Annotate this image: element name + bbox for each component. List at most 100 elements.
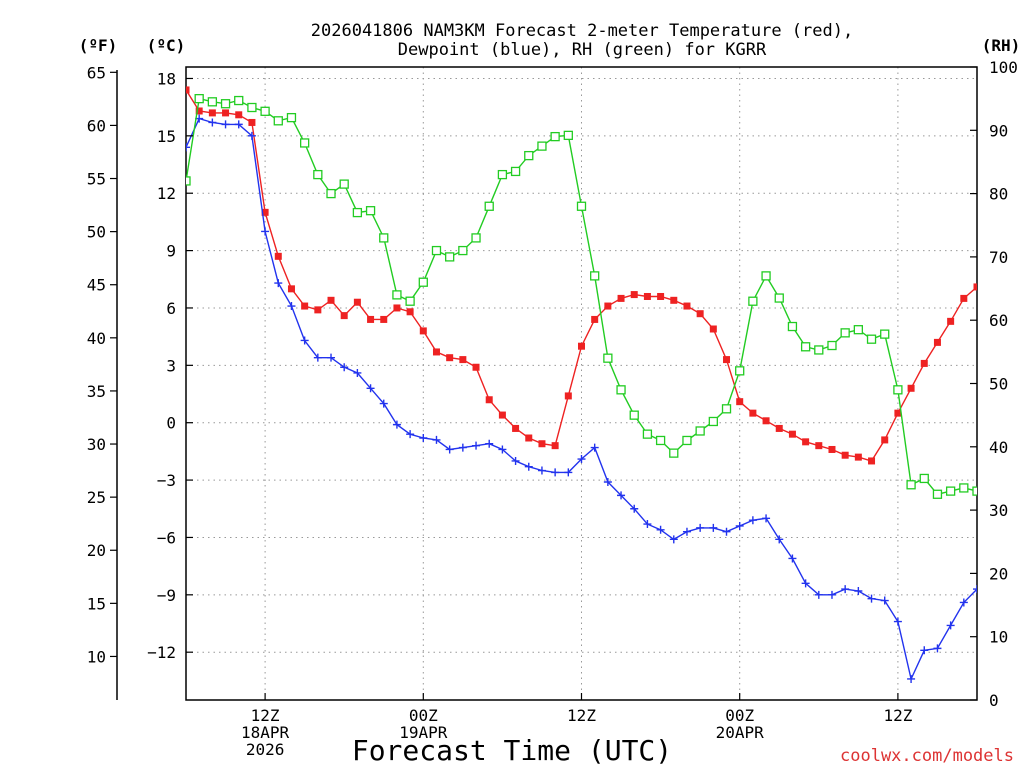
temperature-point [274,252,282,260]
dewpoint-point [577,455,586,464]
rh-point [234,95,244,106]
rh-tick-label: 20 [989,564,1008,583]
rh-point [365,206,376,216]
dewpoint-point [696,523,705,532]
dewpoint-point [313,353,322,362]
credit-label: coolwx.com/models [840,746,1014,766]
rh-point [761,271,771,281]
dewpoint-point [669,535,678,544]
rh-point [655,435,666,446]
dewpoint-point [617,491,626,500]
dewpoint-point [261,227,270,236]
rh-point [721,404,732,414]
dewpoint-point [841,585,850,594]
rh-point [774,293,784,303]
celsius-tick-label: 3 [166,356,176,375]
rh-point [695,426,705,436]
rh-point [576,201,587,211]
rh-tick-label: 90 [989,121,1008,140]
temperature-point [630,291,638,299]
temperature-point [762,417,770,425]
dewpoint-point [959,598,968,607]
temperature-point [498,411,506,419]
dewpoint-point [880,596,889,605]
rh-point [445,252,455,262]
celsius-tick-label: −6 [157,528,176,547]
rh-tick-label: 100 [989,58,1018,77]
rh-point [880,329,890,339]
dewpoint-point [973,585,977,594]
dewpoint-point [511,456,520,465]
temperature-point [538,440,546,448]
dewpoint-point [709,523,718,532]
dewpoint-point [920,646,929,655]
temperature-point [353,298,361,306]
rh-unit-label: (RH) [982,36,1021,55]
fahrenheit-tick-label: 40 [87,329,106,348]
temperature-point [512,424,520,432]
dewpoint-point [748,516,757,525]
temperature-point [736,398,744,406]
rh-point [945,486,956,496]
dewpoint-point [801,579,810,588]
temperature-point [261,208,269,216]
rh-point [220,99,231,109]
dewpoint-point [472,441,481,450]
rh-point [735,366,745,376]
temperature-point [459,356,467,364]
rh-point [906,480,916,490]
temperature-point [578,342,585,350]
temperature-point [907,384,915,392]
temperature-point [894,409,902,417]
rh-point [194,94,204,104]
rh-tick-label: 50 [989,375,1008,394]
dewpoint-point [551,468,560,477]
dewpoint-point [392,420,401,429]
temperature-point [854,453,862,461]
x-tick-label: 00Z [409,706,438,725]
rh-point [379,233,389,243]
temperature-point [235,111,243,119]
dewpoint-point [933,644,942,653]
rh-point [186,176,191,186]
x-axis-title: Forecast Time (UTC) [352,734,672,767]
rh-point [682,435,692,446]
dewpoint-point [234,120,243,129]
rh-point [959,483,969,493]
temperature-point [314,306,322,314]
dewpoint-point [867,594,876,603]
temperature-point [828,445,836,453]
temperature-point [564,392,572,400]
rh-point [299,138,310,148]
fahrenheit-tick-label: 30 [87,435,106,454]
rh-point [616,385,626,395]
dewpoint-point [762,514,771,523]
fahrenheit-tick-label: 25 [87,488,106,507]
temperature-point [933,338,941,346]
dewpoint-point [524,462,533,471]
dewpoint-point [221,120,230,129]
temperature-point [472,363,480,371]
dewpoint-point [946,621,955,630]
dewpoint-point [603,477,612,486]
dewpoint-point [458,443,467,452]
temperature-point [287,285,295,293]
temperature-point [327,296,335,304]
series-rh [186,94,977,499]
rh-point [207,97,218,107]
celsius-tick-label: 0 [166,414,176,433]
series-2-meter-temperature [186,86,977,465]
rh-point [814,345,824,355]
temperature-point [881,436,889,444]
celsius-tick-label: −3 [157,471,176,490]
temperature-point [617,294,625,302]
temperature-point [683,302,691,310]
temperature-point [709,325,717,333]
fahrenheit-tick-label: 35 [87,382,106,401]
temperature-point [485,396,493,404]
rh-point [972,486,977,496]
temperature-point [340,312,348,320]
rh-tick-label: 0 [989,691,999,710]
rh-point [748,296,758,306]
rh-point [524,150,534,161]
